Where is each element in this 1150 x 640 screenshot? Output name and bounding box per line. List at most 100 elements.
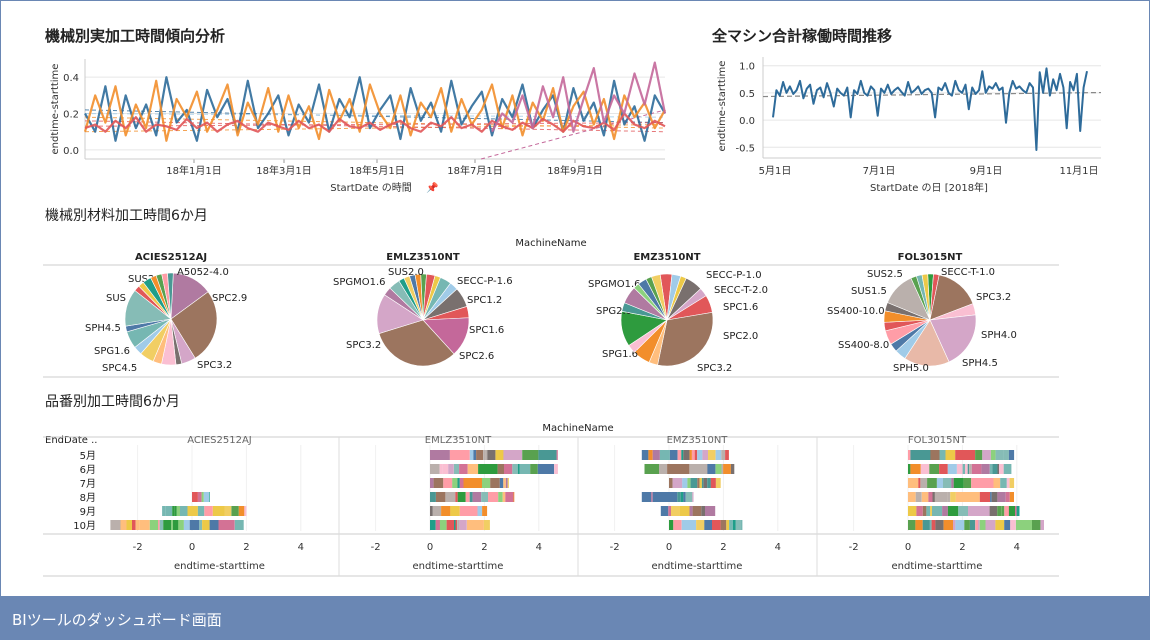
bar-segment (667, 464, 690, 474)
panel-title: ACIES2512AJ (187, 435, 252, 446)
bar-segment (704, 520, 712, 530)
bar-segment (908, 464, 911, 474)
bar-segment (927, 478, 937, 488)
bar-segment (735, 520, 741, 530)
bar-segment (703, 478, 708, 488)
bar-segment (481, 492, 488, 502)
pie-slice-label: SPH4.5 (962, 358, 998, 369)
bar-segment (681, 520, 690, 530)
bar-segment (139, 520, 150, 530)
bar-segment (921, 492, 929, 502)
bar-segment (997, 506, 1002, 516)
bar-segment (702, 450, 708, 460)
pie-title: EMLZ3510NT (386, 252, 460, 263)
panel-title: FOL3015NT (908, 435, 967, 446)
bar-section-title: 品番別加工時間6か月 (45, 394, 180, 410)
bar-segment (449, 450, 470, 460)
pie-slice-label: SECC-T-1.0 (941, 267, 995, 278)
bar-segment (1032, 520, 1041, 530)
bar-segment (554, 464, 558, 474)
bar-segment (723, 464, 731, 474)
bar-segment (172, 520, 179, 530)
bar-segment (183, 520, 190, 530)
row-label: 5月 (80, 450, 96, 462)
bar-segment (469, 492, 473, 502)
bar-segment (192, 492, 198, 502)
bar-segment (430, 450, 450, 460)
bar-segment (997, 464, 999, 474)
pie-slice-label: SPGMO1.6 (333, 277, 386, 288)
bar-segment (671, 506, 680, 516)
pie-slice-label: SECC-T-2.0 (714, 285, 768, 296)
bar-segment (430, 478, 434, 488)
bar-segment (729, 520, 733, 530)
pie-slice-label: SPC2.6 (459, 351, 494, 362)
bar-segment (953, 478, 964, 488)
bar-segment (930, 506, 932, 516)
bar-segment (730, 464, 735, 474)
bar-segment (929, 520, 932, 530)
pie-slice-label: SUS1.5 (851, 286, 887, 297)
bar-segment (1010, 520, 1016, 530)
x-tick-label: 2 (481, 542, 487, 553)
bar-segment (963, 478, 972, 488)
material-pie-charts: MachineName ACIES2512AJ SPC2.9 SPC3.2 SPC4.5… (43, 238, 1059, 378)
bar-segment (212, 506, 215, 516)
bar-segment (1009, 478, 1015, 488)
bar-segment (201, 492, 204, 502)
pie-slice-label: SPH5.0 (893, 363, 929, 374)
pie-slice-label: SPG2.0 (596, 306, 632, 317)
bar-segment (149, 520, 158, 530)
bar-segment (968, 506, 990, 516)
bar-segment (478, 464, 498, 474)
bar-segment (495, 450, 504, 460)
bar-segment (537, 464, 544, 474)
pie-slice (378, 319, 455, 367)
bar-segment (715, 450, 722, 460)
bar-segment (705, 506, 716, 516)
pie-slice-label: SPC4.5 (102, 363, 137, 374)
bar-segment (683, 492, 686, 502)
x-axis-label: endtime-starttime (892, 561, 983, 572)
x-tick-label: -2 (133, 542, 143, 553)
bar-segment (1004, 520, 1011, 530)
x-tick-label: 11月1日 (1059, 165, 1098, 177)
x-tick-label: 4 (1014, 542, 1020, 553)
bar-segment (922, 520, 930, 530)
bar-segment (669, 520, 674, 530)
bar-segment (505, 492, 514, 502)
bar-segment (457, 520, 460, 530)
trend-chart-title: 機械別実加工時間傾向分析 (45, 27, 225, 45)
bar-segment (215, 506, 225, 516)
bar-segment (660, 506, 669, 516)
bar-segment (932, 506, 943, 516)
bar-segment (452, 478, 458, 488)
pie-slice (904, 319, 950, 367)
x-tick-label: 2 (720, 542, 726, 553)
bar-segment (715, 478, 721, 488)
bar-segment (513, 492, 515, 502)
bar-segment (641, 450, 649, 460)
bar-segment (935, 520, 944, 530)
dashboard-frame: 機械別実加工時間傾向分析 全マシン合計稼働時間推移 機械別材料加工時間6か月 品… (0, 0, 1150, 597)
x-tick-label: 0 (905, 542, 911, 553)
bar-segment (712, 520, 721, 530)
bar-segment (1004, 506, 1009, 516)
x-tick-label: -2 (371, 542, 381, 553)
y-tick-label: 0.2 (63, 110, 79, 121)
bar-segment (189, 520, 200, 530)
bar-segment (466, 520, 484, 530)
pie-slice (921, 273, 931, 321)
bar-segment (982, 450, 991, 460)
bar-segment (126, 520, 133, 530)
bar-segment (224, 506, 232, 516)
bar-segment (673, 520, 682, 530)
bar-segment (934, 492, 940, 502)
bar-segment (908, 492, 916, 502)
bar-segment (955, 450, 975, 460)
bar-segment (442, 464, 449, 474)
bar-segment (979, 492, 991, 502)
bar-segment (964, 520, 970, 530)
bar-segment (641, 492, 652, 502)
bar-segment (507, 478, 509, 488)
